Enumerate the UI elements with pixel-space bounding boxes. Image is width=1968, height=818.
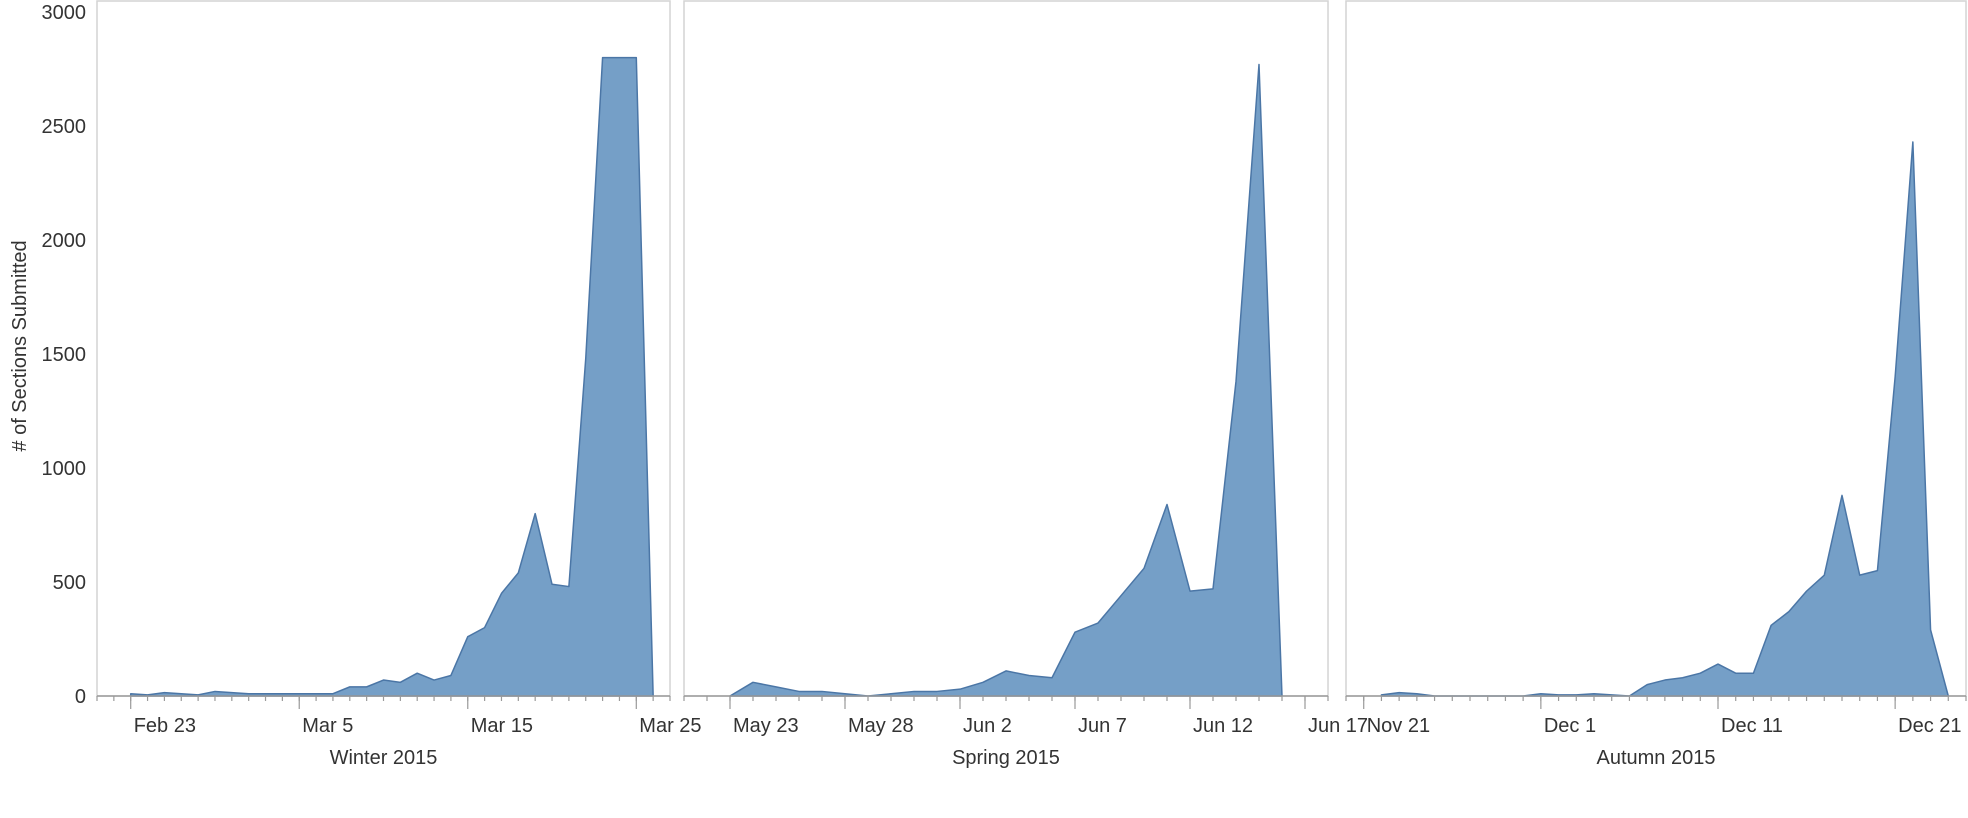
x-tick-label: Dec 1 [1544,715,1596,737]
y-tick-label: 1500 [42,344,87,366]
x-tick-label: Mar 15 [471,715,533,737]
panel-0: Feb 23 Mar 5 Mar 15 Mar 25 Winter 2015 [97,1,702,769]
y-axis-title: # of Sections Submitted [9,240,31,451]
x-tick-label: Dec 11 [1721,715,1783,737]
x-tick-label: Nov 21 [1367,715,1430,737]
x-tick-label: Jun 7 [1078,715,1127,737]
series-area [1381,142,1948,696]
x-tick-label: Mar 25 [639,715,701,737]
panel-title: Spring 2015 [952,747,1060,769]
x-tick-label: Feb 23 [134,715,196,737]
x-tick-label: Dec 21 [1898,715,1961,737]
y-tick-label: 500 [53,572,86,594]
y-tick-label: 3000 [42,2,87,24]
y-tick-label: 2500 [42,116,87,138]
panel-1: May 23 May 28 Jun 2 Jun 7 Jun 12 Jun 17 Spring… [684,1,1368,769]
panel-title: Winter 2015 [330,747,438,769]
x-tick-label: May 23 [733,715,799,737]
y-tick-label: 2000 [42,230,87,252]
series-area [730,64,1282,696]
x-tick-label: Jun 12 [1193,715,1253,737]
x-tick-label: Jun 17 [1308,715,1368,737]
x-tick-label: May 28 [848,715,914,737]
y-tick-label: 1000 [42,458,87,480]
series-area [131,58,653,696]
y-tick-label: 0 [75,686,86,708]
x-tick-label: Mar 5 [302,715,353,737]
panel-2: Nov 21 Dec 1 Dec 11 Dec 21 Autumn 2015 [1346,1,1966,769]
panel-title: Autumn 2015 [1597,747,1716,769]
x-tick-label: Jun 2 [963,715,1012,737]
